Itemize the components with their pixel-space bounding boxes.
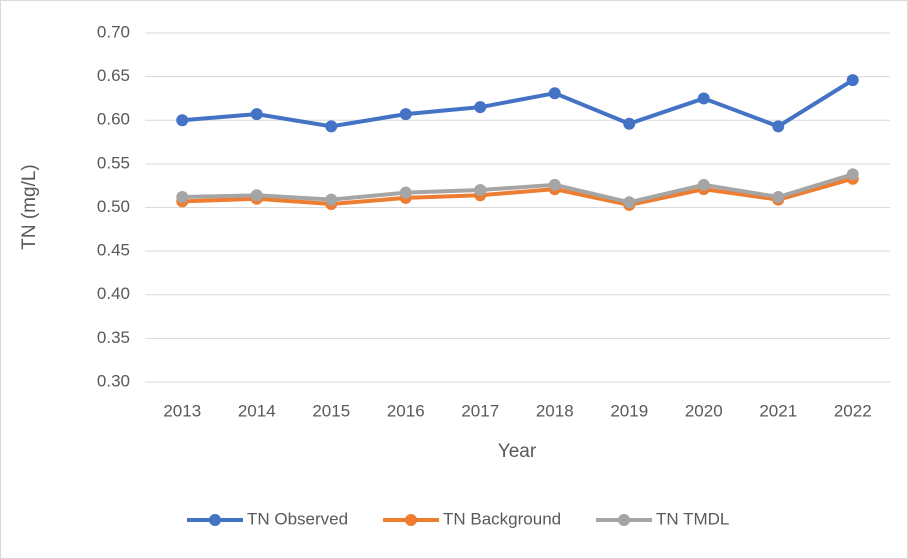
x-tick-label: 2013 [163, 401, 201, 420]
series-line [182, 176, 854, 207]
data-point [772, 191, 785, 204]
y-tick-label: 0.70 [97, 22, 130, 41]
legend-label: TN Observed [247, 509, 348, 528]
y-tick-label: 0.60 [97, 110, 130, 129]
y-axis-label: TN (mg/L) [19, 164, 40, 250]
data-point [623, 196, 636, 209]
data-point [548, 87, 561, 100]
y-tick-label: 0.45 [97, 241, 130, 260]
x-tick-label: 2015 [312, 401, 350, 420]
y-tick-label: 0.40 [97, 284, 130, 303]
x-tick-label: 2016 [387, 401, 425, 420]
data-point [399, 186, 412, 199]
x-axis-label: Year [498, 441, 537, 462]
data-point [846, 74, 859, 87]
y-tick-label: 0.30 [97, 371, 130, 390]
data-point [399, 108, 412, 121]
legend-marker [209, 514, 221, 526]
legend-marker [618, 514, 630, 526]
data-point [474, 184, 487, 197]
series-line [182, 78, 854, 129]
data-point [325, 193, 338, 206]
y-tick-label: 0.55 [97, 153, 130, 172]
y-tick-label: 0.50 [97, 197, 130, 216]
y-tick-label: 0.35 [97, 328, 130, 347]
x-tick-label: 2014 [238, 401, 276, 420]
legend-label: TN TMDL [656, 509, 729, 528]
x-tick-label: 2017 [461, 401, 499, 420]
series-line [182, 172, 854, 205]
data-point [474, 101, 487, 114]
legend-label: TN Background [443, 509, 561, 528]
data-point [772, 120, 785, 133]
data-point [176, 114, 189, 127]
data-point [250, 108, 263, 121]
data-point [548, 178, 561, 191]
x-tick-label: 2018 [536, 401, 574, 420]
legend-marker [405, 514, 417, 526]
data-point [250, 189, 263, 202]
x-tick-label: 2020 [685, 401, 723, 420]
data-point [697, 92, 710, 105]
data-point [697, 178, 710, 191]
data-point [176, 191, 189, 204]
data-point [623, 117, 636, 130]
y-tick-label: 0.65 [97, 66, 130, 85]
data-point [325, 120, 338, 133]
x-tick-label: 2019 [610, 401, 648, 420]
x-tick-label: 2021 [759, 401, 797, 420]
x-tick-label: 2022 [834, 401, 872, 420]
data-point [846, 168, 859, 181]
